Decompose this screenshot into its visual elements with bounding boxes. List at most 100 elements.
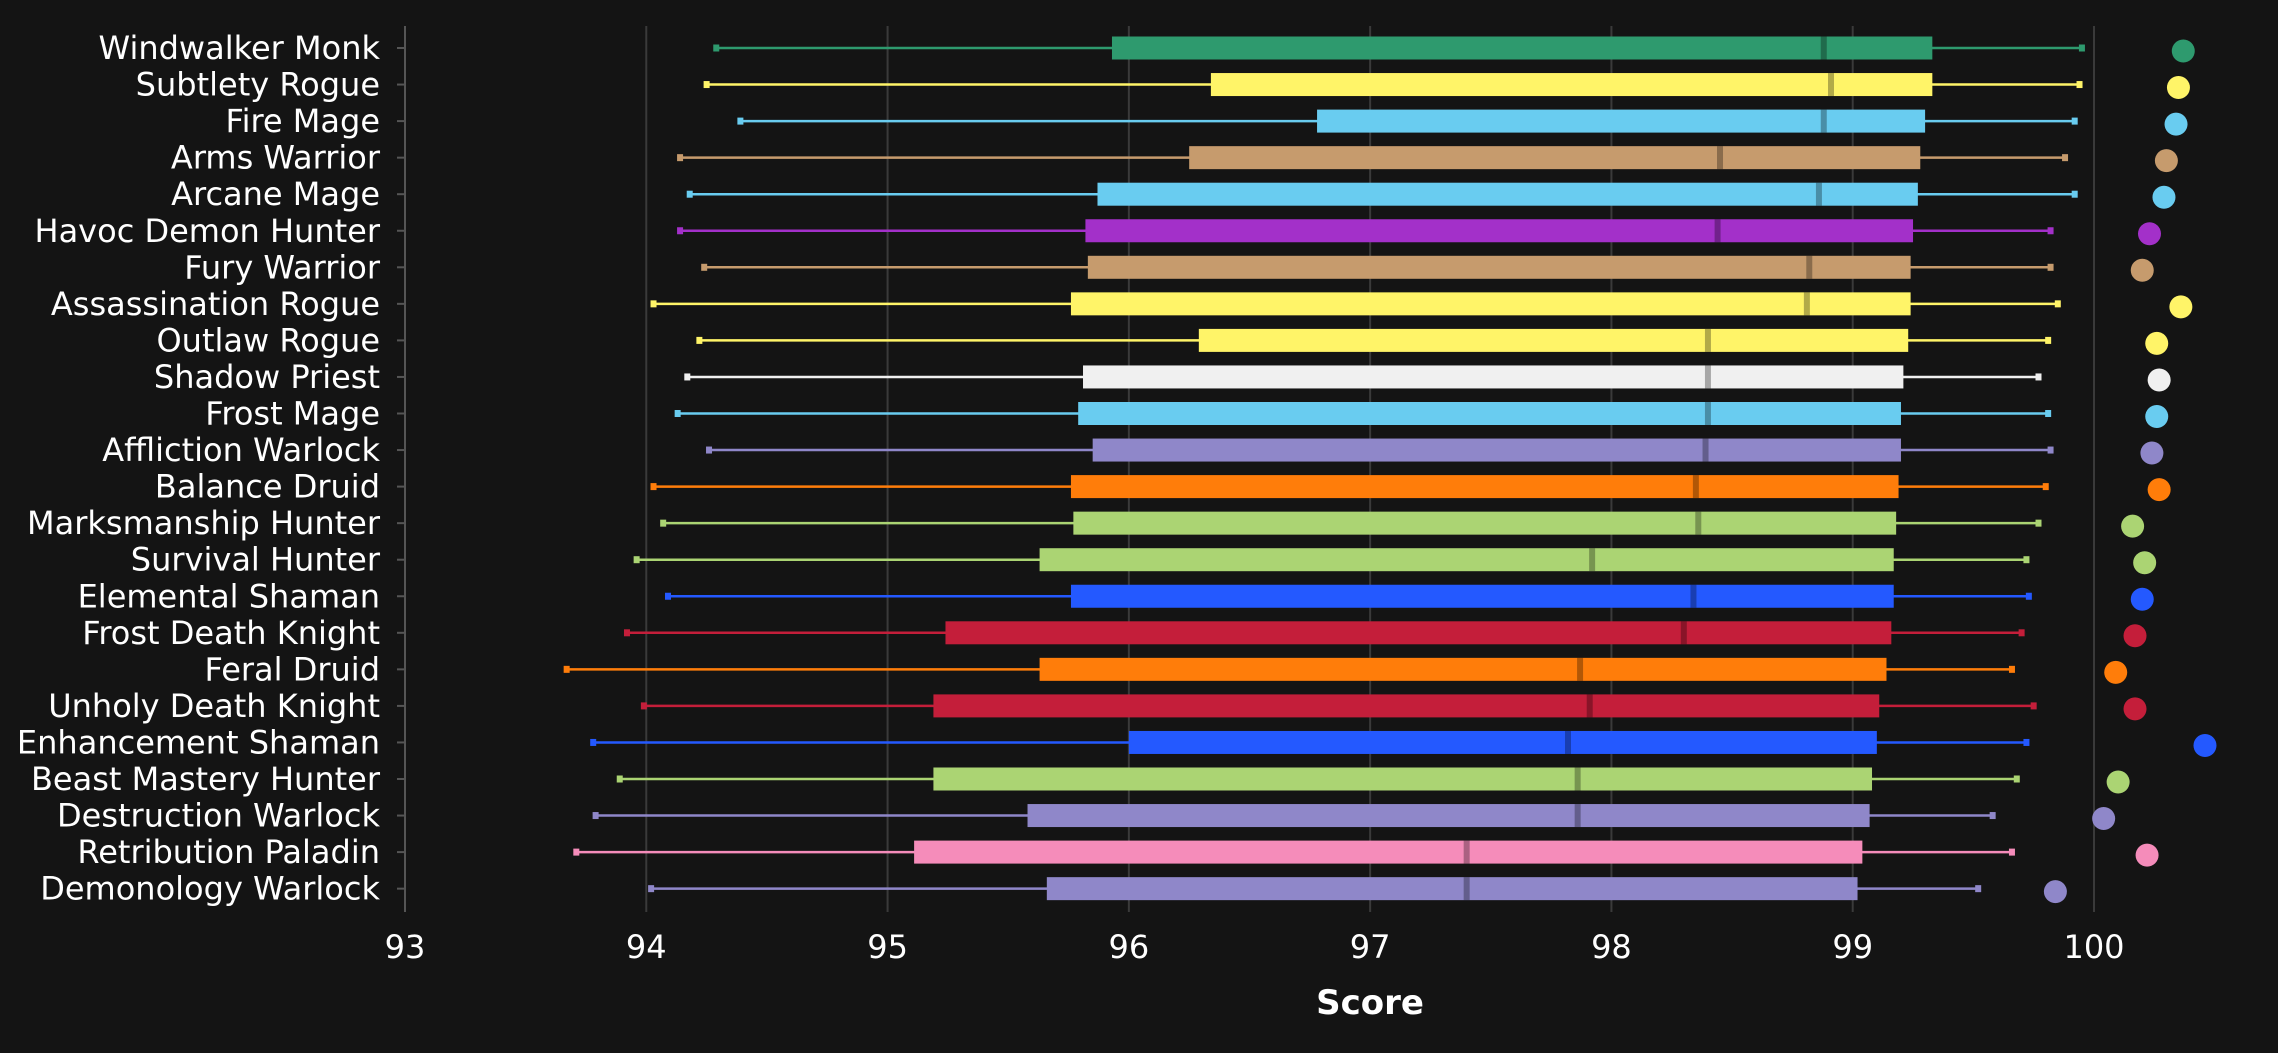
x-tick-label: 96 bbox=[1108, 928, 1149, 966]
iqr-box bbox=[914, 840, 1863, 864]
whisker-cap-min bbox=[633, 556, 640, 564]
box-row: Frost Mage bbox=[205, 395, 2169, 433]
median-marker bbox=[1704, 328, 1711, 352]
whisker-cap-min bbox=[703, 81, 710, 89]
category-label: Beast Mastery Hunter bbox=[31, 760, 381, 798]
outlier-dot bbox=[2154, 149, 2178, 173]
median-marker bbox=[1704, 365, 1711, 389]
category-label: Balance Druid bbox=[155, 468, 380, 506]
axis-layer: 93 94 95 96 97 98 99 100 bbox=[385, 26, 2125, 966]
median-marker bbox=[1704, 402, 1711, 425]
iqr-box bbox=[1039, 657, 1887, 681]
iqr-box bbox=[1087, 255, 1911, 279]
category-label: Survival Hunter bbox=[131, 541, 381, 579]
median-marker bbox=[1463, 840, 1470, 864]
category-label: Fury Warrior bbox=[184, 248, 381, 286]
category-label: Shadow Priest bbox=[154, 358, 380, 396]
whisker-cap-min bbox=[573, 848, 580, 856]
whisker-cap-min bbox=[684, 373, 691, 381]
whisker-cap-min bbox=[706, 446, 713, 454]
box-row: Balance Druid bbox=[155, 468, 2171, 506]
whisker-cap-max bbox=[2047, 263, 2054, 271]
median-marker bbox=[1820, 36, 1827, 60]
whisker-cap-max bbox=[2071, 117, 2078, 125]
iqr-box bbox=[1128, 730, 1877, 754]
whisker-cap-min bbox=[713, 44, 720, 52]
category-label: Havoc Demon Hunter bbox=[35, 212, 381, 250]
iqr-box bbox=[945, 621, 1892, 645]
median-marker bbox=[1589, 548, 1596, 572]
box-row: Frost Death Knight bbox=[82, 614, 2147, 652]
iqr-box bbox=[1027, 804, 1870, 828]
x-axis-title: Score bbox=[1316, 983, 1424, 1023]
x-tick-label: 99 bbox=[1832, 928, 1873, 966]
box-row: Marksmanship Hunter bbox=[27, 504, 2145, 542]
outlier-dot bbox=[2147, 478, 2171, 502]
category-label: Feral Druid bbox=[205, 650, 380, 688]
box-row: Demonology Warlock bbox=[40, 870, 2067, 908]
box-row: Destruction Warlock bbox=[57, 797, 2116, 835]
whisker-cap-max bbox=[2025, 592, 2032, 600]
box-row: Feral Druid bbox=[205, 650, 2128, 688]
whisker-cap-max bbox=[2023, 738, 2030, 746]
whisker-cap-min bbox=[640, 702, 647, 710]
box-row: Unholy Death Knight bbox=[48, 687, 2147, 725]
median-marker bbox=[1577, 657, 1584, 681]
whisker-cap-min bbox=[674, 410, 681, 417]
outlier-dot bbox=[2130, 258, 2154, 282]
whisker-cap-max bbox=[2071, 190, 2078, 198]
iqr-box bbox=[1046, 877, 1858, 901]
iqr-box bbox=[933, 694, 1880, 718]
median-marker bbox=[1717, 146, 1724, 170]
box-row: Outlaw Rogue bbox=[156, 321, 2169, 359]
iqr-box bbox=[1092, 438, 1901, 462]
median-marker bbox=[1806, 255, 1813, 279]
whisker-cap-max bbox=[2018, 629, 2025, 637]
box-row: Survival Hunter bbox=[131, 541, 2157, 579]
outlier-dot bbox=[2130, 587, 2154, 611]
iqr-box bbox=[1070, 292, 1911, 316]
whisker-cap-min bbox=[696, 336, 703, 344]
iqr-box bbox=[1085, 219, 1914, 243]
whisker-cap-max bbox=[2023, 556, 2030, 564]
median-marker bbox=[1564, 730, 1571, 754]
whisker-cap-max bbox=[2008, 848, 2015, 856]
whisker-cap-max bbox=[1975, 885, 1982, 893]
box-row: Arcane Mage bbox=[171, 175, 2176, 213]
whisker-cap-min bbox=[648, 885, 655, 893]
x-tick-label: 94 bbox=[626, 928, 667, 966]
outlier-dot bbox=[2121, 514, 2145, 538]
whisker-cap-max bbox=[2045, 336, 2052, 344]
whisker-cap-min bbox=[677, 227, 684, 235]
whisker-cap-min bbox=[563, 665, 570, 673]
median-marker bbox=[1692, 475, 1699, 499]
outlier-dot bbox=[2145, 405, 2169, 428]
box-row: Havoc Demon Hunter bbox=[35, 212, 2161, 250]
box-row: Beast Mastery Hunter bbox=[31, 760, 2130, 798]
x-tick-label: 100 bbox=[2063, 928, 2124, 966]
box-row: Subtlety Rogue bbox=[136, 66, 2190, 104]
whisker-cap-max bbox=[2062, 154, 2069, 162]
outlier-dot bbox=[2133, 551, 2157, 575]
iqr-box bbox=[1198, 328, 1909, 352]
category-label: Demonology Warlock bbox=[40, 870, 380, 908]
x-tick-label: 97 bbox=[1350, 928, 1391, 966]
whisker-cap-min bbox=[686, 190, 693, 198]
whisker-cap-max bbox=[2076, 81, 2083, 89]
whisker-cap-max bbox=[2013, 775, 2020, 783]
whisker-cap-min bbox=[650, 300, 657, 308]
category-label: Arcane Mage bbox=[171, 175, 380, 213]
category-label: Marksmanship Hunter bbox=[27, 504, 381, 542]
outlier-dot bbox=[2104, 660, 2128, 684]
outlier-dot bbox=[2164, 112, 2188, 136]
whisker-cap-min bbox=[650, 483, 657, 491]
box-row: Enhancement Shaman bbox=[17, 723, 2217, 761]
x-tick-label: 93 bbox=[385, 928, 426, 966]
box-row: Retribution Paladin bbox=[77, 833, 2159, 871]
median-marker bbox=[1827, 73, 1834, 97]
box-row: Assassination Rogue bbox=[51, 285, 2193, 323]
outlier-dot bbox=[2171, 39, 2195, 63]
whisker-cap-max bbox=[2035, 373, 2042, 381]
box-row: Affliction Warlock bbox=[102, 431, 2164, 469]
whisker-cap-min bbox=[660, 519, 667, 527]
